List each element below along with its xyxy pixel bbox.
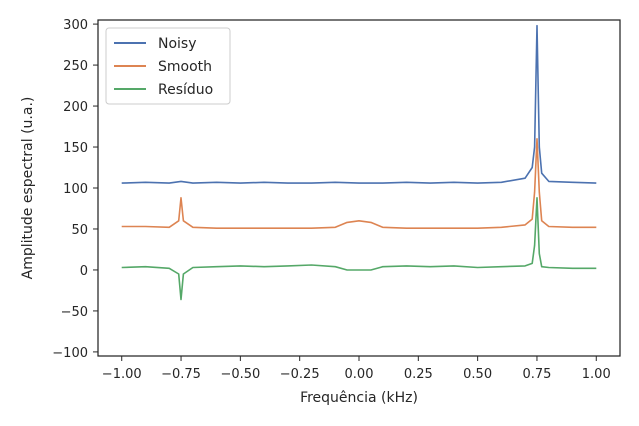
series-line-1 — [121, 138, 597, 229]
y-tick-label: 50 — [71, 223, 88, 238]
legend: Noisy Smooth Resíduo — [105, 27, 231, 105]
series-line-0 — [121, 24, 597, 184]
y-tick-label: 200 — [63, 100, 88, 115]
x-tick-label: 0.75 — [522, 367, 551, 382]
y-tick-label: 300 — [63, 18, 88, 33]
series-line-2 — [121, 197, 597, 301]
legend-box — [105, 27, 231, 105]
y-tick-label: 150 — [63, 141, 88, 156]
y-tick-label: −50 — [61, 305, 88, 320]
x-axis-ticks: −1.00 −0.75 −0.50 −0.25 0.00 0.25 0.50 0.75 1.00 — [102, 356, 611, 382]
y-tick-label: 100 — [63, 182, 88, 197]
x-tick-label: −0.75 — [161, 367, 201, 382]
y-tick-label: 250 — [63, 59, 88, 74]
x-tick-label: −1.00 — [102, 367, 142, 382]
y-axis-ticks: −100 −50 0 50 100 150 200 250 300 — [52, 18, 98, 361]
series-lines — [121, 24, 597, 301]
legend-label: Noisy — [158, 36, 197, 52]
legend-label: Resíduo — [158, 82, 213, 98]
x-tick-label: −0.25 — [280, 367, 320, 382]
x-tick-label: 0.25 — [404, 367, 433, 382]
x-axis-label: Frequência (kHz) — [300, 390, 418, 406]
legend-label: Smooth — [158, 59, 212, 75]
x-tick-label: 1.00 — [582, 367, 611, 382]
x-tick-label: 0.50 — [463, 367, 492, 382]
x-tick-label: −0.50 — [220, 367, 260, 382]
y-tick-label: −100 — [52, 346, 88, 361]
y-axis-label: Amplitude espectral (u.a.) — [20, 97, 36, 280]
y-tick-label: 0 — [80, 264, 88, 279]
x-tick-label: 0.00 — [345, 367, 374, 382]
